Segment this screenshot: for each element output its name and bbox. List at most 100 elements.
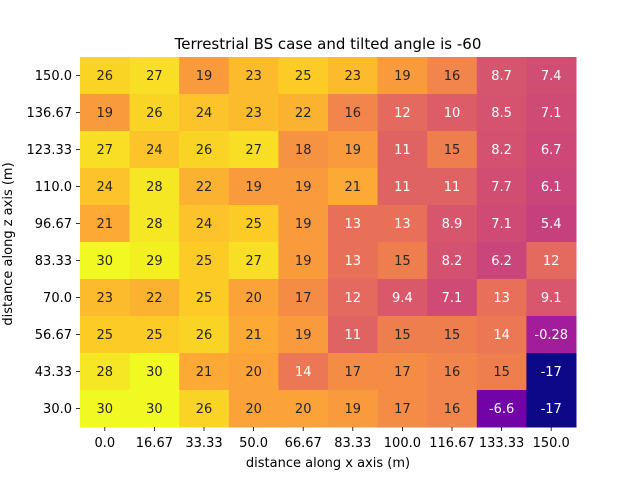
heatmap-cell bbox=[377, 316, 428, 354]
heatmap-cell bbox=[427, 316, 478, 354]
cell-value-label: 5.4 bbox=[541, 217, 562, 232]
heatmap-cell bbox=[328, 316, 379, 354]
heatmap-cell bbox=[526, 94, 577, 132]
heatmap-cell bbox=[476, 168, 527, 206]
cell-value-label: 21 bbox=[196, 365, 213, 380]
heatmap-cell bbox=[179, 131, 230, 169]
heatmap-cell bbox=[129, 279, 180, 317]
cell-value-label: 14 bbox=[493, 328, 510, 343]
cell-value-label: 20 bbox=[245, 365, 262, 380]
cell-value-label: 15 bbox=[394, 328, 411, 343]
heatmap-cell bbox=[179, 242, 230, 280]
heatmap-cell bbox=[377, 94, 428, 132]
y-tick-label: 123.33 bbox=[27, 143, 73, 158]
heatmap-cell bbox=[526, 205, 577, 243]
heatmap-cell bbox=[129, 131, 180, 169]
cell-value-label: 21 bbox=[345, 180, 362, 195]
y-tick-label: 70.0 bbox=[43, 291, 72, 306]
cell-value-label: 30 bbox=[97, 254, 114, 269]
cell-value-label: 16 bbox=[345, 106, 362, 121]
heatmap-cell bbox=[328, 94, 379, 132]
cell-value-label: 19 bbox=[345, 143, 362, 158]
heatmap-cell bbox=[427, 131, 478, 169]
cell-value-label: 7.1 bbox=[442, 291, 463, 306]
cell-value-label: 24 bbox=[146, 143, 163, 158]
heatmap-cell bbox=[278, 57, 329, 95]
heatmap-cell bbox=[476, 242, 527, 280]
x-tick-label: 66.67 bbox=[285, 436, 322, 451]
heatmap-cell bbox=[526, 168, 577, 206]
cell-value-label: 22 bbox=[295, 106, 312, 121]
cell-value-label: 25 bbox=[196, 254, 213, 269]
x-tick-label: 133.33 bbox=[479, 436, 525, 451]
heatmap-cell bbox=[80, 57, 131, 95]
heatmap-cell bbox=[179, 205, 230, 243]
heatmap-cell bbox=[427, 168, 478, 206]
heatmap-cell bbox=[129, 205, 180, 243]
cell-value-label: 7.7 bbox=[491, 180, 512, 195]
cell-value-label: 16 bbox=[444, 402, 461, 417]
heatmap-cell bbox=[80, 316, 131, 354]
heatmap-cell bbox=[476, 205, 527, 243]
cell-value-label: 23 bbox=[345, 69, 362, 84]
x-tick-label: 150.0 bbox=[533, 436, 570, 451]
y-axis-ticks: 150.0 136.67 123.33 110.0 96.67 83.33 70.0 56.6… bbox=[27, 69, 80, 417]
cell-value-label: 13 bbox=[345, 254, 362, 269]
heatmap-cell bbox=[476, 57, 527, 95]
cell-value-label: 8.2 bbox=[442, 254, 463, 269]
cell-value-label: 25 bbox=[97, 328, 114, 343]
heatmap-cell bbox=[179, 390, 230, 428]
heatmap-cell bbox=[377, 131, 428, 169]
cell-value-label: 19 bbox=[345, 402, 362, 417]
y-axis-label: distance along z axis (m) bbox=[1, 162, 16, 325]
heatmap-cell bbox=[377, 57, 428, 95]
heatmap-cell bbox=[476, 390, 527, 428]
heatmap-cell bbox=[228, 131, 279, 169]
y-tick-label: 83.33 bbox=[35, 254, 72, 269]
chart-title: Terrestrial BS case and tilted angle is … bbox=[174, 35, 482, 53]
cell-value-label: 28 bbox=[146, 217, 163, 232]
x-tick-label: 83.33 bbox=[334, 436, 371, 451]
heatmap-cell bbox=[228, 168, 279, 206]
cell-value-label: 19 bbox=[97, 106, 114, 121]
heatmap-cell bbox=[377, 353, 428, 391]
heatmap-cell bbox=[328, 242, 379, 280]
heatmap-cell bbox=[80, 390, 131, 428]
heatmap-cell bbox=[427, 353, 478, 391]
cell-value-label: 15 bbox=[394, 254, 411, 269]
cell-value-label: 19 bbox=[295, 180, 312, 195]
cell-value-label: 17 bbox=[394, 402, 411, 417]
heatmap-cell bbox=[228, 242, 279, 280]
cell-value-label: 27 bbox=[97, 143, 114, 158]
x-tick-label: 16.67 bbox=[136, 436, 173, 451]
y-tick-label: 110.0 bbox=[35, 180, 72, 195]
heatmap-cell bbox=[278, 205, 329, 243]
cell-value-label: 22 bbox=[196, 180, 213, 195]
heatmap-cell bbox=[476, 316, 527, 354]
heatmap-cell bbox=[228, 390, 279, 428]
heatmap-cell bbox=[377, 242, 428, 280]
cell-value-label: 25 bbox=[196, 291, 213, 306]
heatmap-cell bbox=[476, 279, 527, 317]
cell-value-label: 20 bbox=[245, 402, 262, 417]
cell-value-label: 17 bbox=[345, 365, 362, 380]
x-tick-label: 33.33 bbox=[185, 436, 222, 451]
heatmap-cell bbox=[228, 205, 279, 243]
cell-value-label: 26 bbox=[146, 106, 163, 121]
cell-value-label: 6.7 bbox=[541, 143, 562, 158]
heatmap-cell bbox=[228, 94, 279, 132]
heatmap-cell bbox=[278, 279, 329, 317]
cell-value-label: 9.4 bbox=[392, 291, 413, 306]
heatmap-cell bbox=[278, 353, 329, 391]
x-axis-label: distance along x axis (m) bbox=[246, 456, 410, 471]
cell-value-label: 19 bbox=[295, 254, 312, 269]
cell-value-label: 9.1 bbox=[541, 291, 562, 306]
heatmap-cell bbox=[179, 353, 230, 391]
cell-value-label: 28 bbox=[146, 180, 163, 195]
heatmap-cell bbox=[228, 316, 279, 354]
heatmap-cell bbox=[228, 279, 279, 317]
cell-value-label: 14 bbox=[295, 365, 312, 380]
cell-value-label: 29 bbox=[146, 254, 163, 269]
heatmap-cells: 26 27 19 23 25 23 19 16 8.7 7.4 19 26 24 23 22 16 12 10 8.… bbox=[80, 57, 577, 428]
heatmap-cell bbox=[80, 242, 131, 280]
